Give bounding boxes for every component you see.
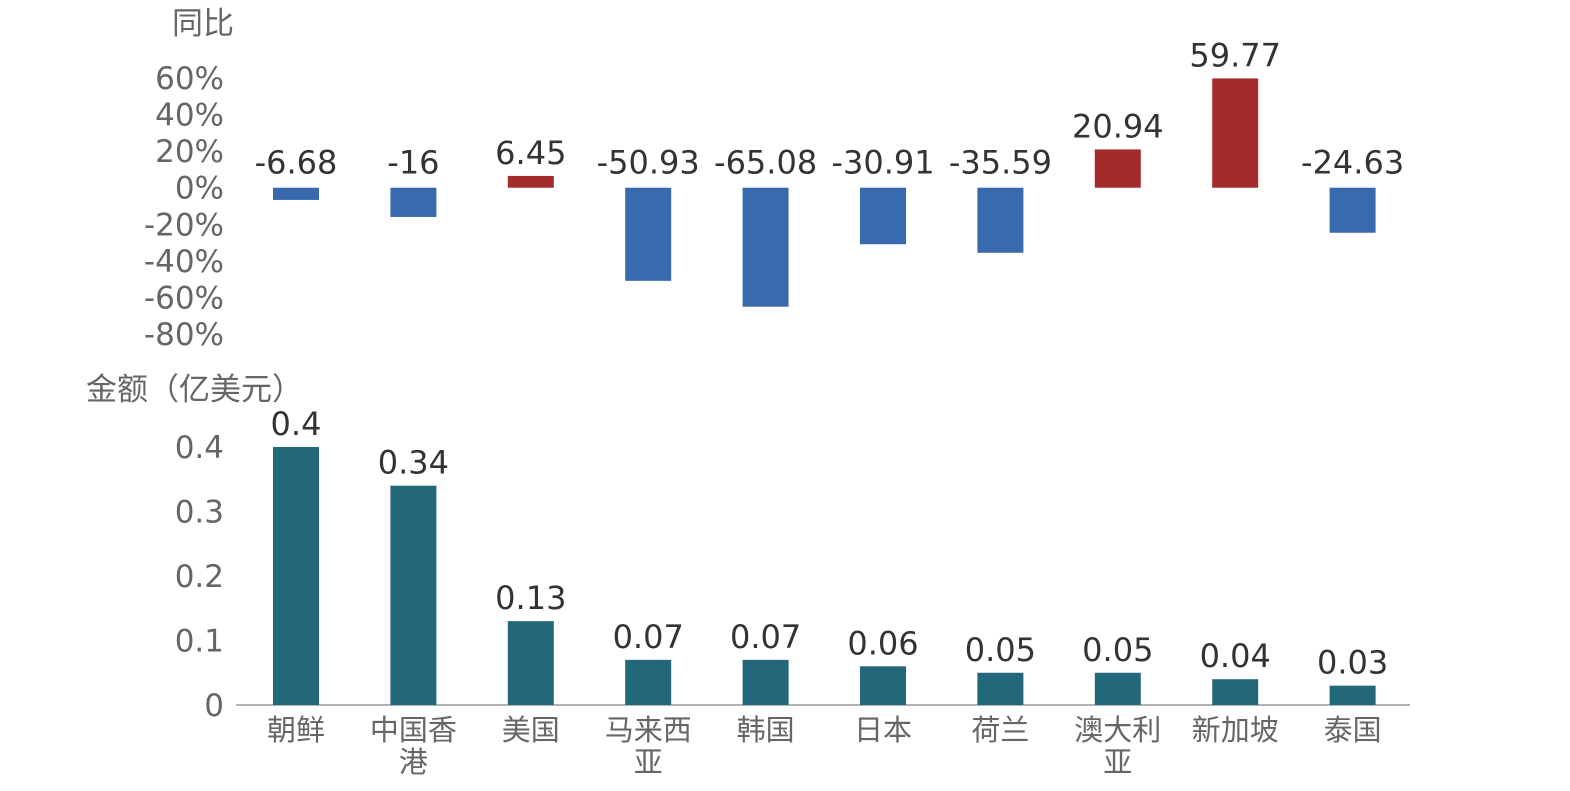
yoy-bar bbox=[742, 187, 789, 307]
amount-bar bbox=[1094, 672, 1141, 705]
x-category-label: 荷兰 bbox=[971, 713, 1029, 747]
yoy-bar bbox=[625, 187, 672, 281]
amount-bar bbox=[273, 447, 319, 705]
amount-bars bbox=[273, 447, 1376, 705]
amount-data-label: 0.05 bbox=[1082, 631, 1153, 669]
amount-bar bbox=[625, 659, 672, 705]
x-category-label: 朝鲜 bbox=[267, 713, 325, 747]
x-category-label-line: 韩国 bbox=[737, 713, 795, 747]
amount-y-tick-label: 0.2 bbox=[175, 559, 224, 595]
amount-bar bbox=[742, 659, 789, 705]
yoy-y-tick-label: -20% bbox=[144, 207, 224, 243]
yoy-y-tick-label: 20% bbox=[155, 134, 224, 170]
x-category-label-line: 新加坡 bbox=[1192, 713, 1279, 747]
amount-data-label: 0.4 bbox=[271, 405, 322, 443]
amount-data-label: 0.07 bbox=[730, 618, 801, 656]
yoy-bar bbox=[390, 187, 437, 217]
amount-y-tick-label: 0.1 bbox=[175, 624, 224, 660]
yoy-bar bbox=[1329, 187, 1376, 233]
amount-bar bbox=[977, 672, 1024, 705]
yoy-bar bbox=[1212, 78, 1259, 188]
x-category-label: 马来西亚 bbox=[605, 713, 692, 779]
yoy-y-tick-label: -80% bbox=[144, 317, 224, 353]
yoy-y-tick-label: 40% bbox=[155, 98, 224, 134]
x-category-label: 中国香港 bbox=[370, 713, 457, 779]
amount-bar bbox=[390, 485, 437, 705]
yoy-data-label: -30.91 bbox=[831, 144, 934, 182]
x-category-label-line: 中国香 bbox=[370, 713, 457, 747]
x-category-label-line: 港 bbox=[399, 745, 428, 779]
amount-chart: 金额（亿美元） 0.4 0.3 0.2 0.1 0 0.4 0.34 0.13 0.07 0.0… bbox=[86, 372, 1410, 779]
yoy-data-label: -35.59 bbox=[949, 144, 1052, 182]
amount-y-tick-label: 0 bbox=[204, 688, 224, 724]
amount-y-ticks: 0.4 0.3 0.2 0.1 0 bbox=[175, 430, 224, 724]
amount-y-tick-label: 0.3 bbox=[175, 495, 224, 531]
yoy-data-labels: -6.68 -16 6.45 -50.93 -65.08 -30.91 -35.59 20.9… bbox=[255, 36, 1405, 181]
yoy-bar bbox=[273, 187, 319, 200]
amount-data-label: 0.05 bbox=[965, 631, 1036, 669]
amount-data-label: 0.03 bbox=[1317, 644, 1388, 682]
x-category-label-line: 美国 bbox=[502, 713, 560, 747]
amount-bar bbox=[1329, 685, 1376, 705]
yoy-data-label: -6.68 bbox=[255, 144, 338, 182]
yoy-data-label: -16 bbox=[387, 144, 439, 182]
x-category-label: 新加坡 bbox=[1192, 713, 1279, 747]
x-category-label-line: 亚 bbox=[1103, 745, 1132, 779]
x-category-label: 美国 bbox=[502, 713, 560, 747]
x-category-label: 泰国 bbox=[1324, 713, 1382, 747]
x-category-label: 澳大利亚 bbox=[1074, 713, 1161, 779]
x-category-label-line: 亚 bbox=[634, 745, 663, 779]
x-category-label: 韩国 bbox=[737, 713, 795, 747]
yoy-axis-title: 同比 bbox=[172, 6, 234, 42]
x-category-label: 日本 bbox=[854, 713, 912, 747]
amount-y-tick-label: 0.4 bbox=[175, 430, 224, 466]
x-category-label-line: 澳大利 bbox=[1074, 713, 1161, 747]
yoy-bar bbox=[507, 175, 554, 188]
yoy-y-ticks: 60%40%20%0%-20%-40%-60%-80% bbox=[144, 61, 224, 353]
yoy-y-tick-label: 0% bbox=[175, 171, 224, 207]
amount-data-label: 0.07 bbox=[613, 618, 684, 656]
yoy-bar bbox=[860, 187, 906, 245]
yoy-data-label: -24.63 bbox=[1301, 144, 1404, 182]
x-category-label-line: 日本 bbox=[854, 713, 912, 747]
yoy-data-label: -50.93 bbox=[597, 144, 700, 182]
amount-bar bbox=[1212, 679, 1259, 705]
yoy-data-label: -65.08 bbox=[714, 144, 817, 182]
yoy-data-label: 20.94 bbox=[1072, 107, 1164, 145]
yoy-data-label: 6.45 bbox=[495, 134, 566, 172]
amount-data-label: 0.04 bbox=[1200, 637, 1271, 675]
x-category-label-line: 泰国 bbox=[1324, 713, 1382, 747]
yoy-chart: 同比 60%40%20%0%-20%-40%-60%-80% -6.68 -16 6… bbox=[144, 6, 1404, 353]
yoy-data-label: 59.77 bbox=[1189, 36, 1281, 74]
yoy-bars bbox=[273, 78, 1376, 307]
yoy-bar bbox=[1094, 149, 1141, 188]
amount-data-label: 0.13 bbox=[495, 579, 566, 617]
amount-bar bbox=[860, 666, 906, 705]
amount-data-label: 0.06 bbox=[847, 624, 918, 662]
x-category-label-line: 马来西 bbox=[605, 713, 692, 747]
yoy-y-tick-label: 60% bbox=[155, 61, 224, 97]
amount-data-label: 0.34 bbox=[378, 444, 449, 482]
yoy-y-tick-label: -60% bbox=[144, 280, 224, 316]
x-category-label-line: 荷兰 bbox=[971, 713, 1029, 747]
x-category-label-line: 朝鲜 bbox=[267, 713, 325, 747]
yoy-y-tick-label: -40% bbox=[144, 244, 224, 280]
amount-bar bbox=[507, 621, 554, 705]
amount-axis-title: 金额（亿美元） bbox=[86, 372, 303, 408]
amount-data-labels: 0.4 0.34 0.13 0.07 0.07 0.06 0.05 0.05 0.04 0.03 bbox=[271, 405, 1389, 682]
yoy-bar bbox=[977, 187, 1024, 253]
